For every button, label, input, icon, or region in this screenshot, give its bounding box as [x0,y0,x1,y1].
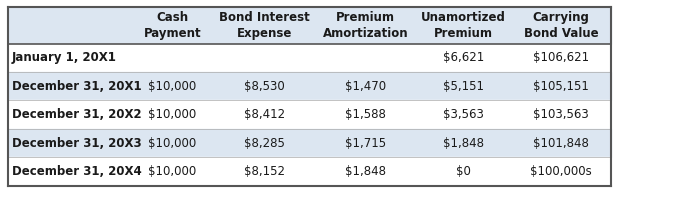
Text: $106,621: $106,621 [533,51,589,64]
Text: $8,412: $8,412 [244,108,285,121]
Text: $1,588: $1,588 [345,108,386,121]
Text: $1,715: $1,715 [345,137,386,150]
Text: December 31, 20X4: December 31, 20X4 [12,165,141,178]
Text: December 31, 20X1: December 31, 20X1 [12,80,141,93]
Text: $1,848: $1,848 [345,165,386,178]
Text: January 1, 20X1: January 1, 20X1 [12,51,117,64]
Text: Bond Interest
Expense: Bond Interest Expense [219,11,310,40]
Text: $10,000: $10,000 [148,137,196,150]
Text: December 31, 20X2: December 31, 20X2 [12,108,141,121]
Text: $101,848: $101,848 [533,137,589,150]
Text: $3,563: $3,563 [443,108,484,121]
Text: Cash
Payment: Cash Payment [144,11,201,40]
Text: Unamortized
Premium: Unamortized Premium [421,11,505,40]
Text: December 31, 20X3: December 31, 20X3 [12,137,141,150]
Text: Premium
Amortization: Premium Amortization [323,11,409,40]
Text: $103,563: $103,563 [533,108,589,121]
Text: $8,152: $8,152 [244,165,285,178]
Text: Carrying
Bond Value: Carrying Bond Value [524,11,598,40]
Text: $10,000: $10,000 [148,108,196,121]
Text: $10,000: $10,000 [148,80,196,93]
Text: $10,000: $10,000 [148,165,196,178]
Text: $8,530: $8,530 [244,80,285,93]
Text: $5,151: $5,151 [443,80,484,93]
Text: $6,621: $6,621 [442,51,484,64]
Text: $8,285: $8,285 [244,137,285,150]
Text: $105,151: $105,151 [533,80,589,93]
Text: $1,470: $1,470 [345,80,386,93]
Text: $1,848: $1,848 [443,137,484,150]
Text: $0: $0 [456,165,470,178]
Text: $100,000s: $100,000s [530,165,592,178]
